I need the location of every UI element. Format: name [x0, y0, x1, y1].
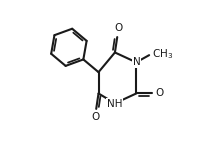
Text: O: O — [114, 23, 122, 33]
Text: NH: NH — [107, 99, 123, 109]
Text: CH$_3$: CH$_3$ — [152, 47, 173, 61]
Text: O: O — [155, 89, 164, 98]
Text: O: O — [91, 113, 99, 123]
Text: N: N — [133, 57, 141, 67]
